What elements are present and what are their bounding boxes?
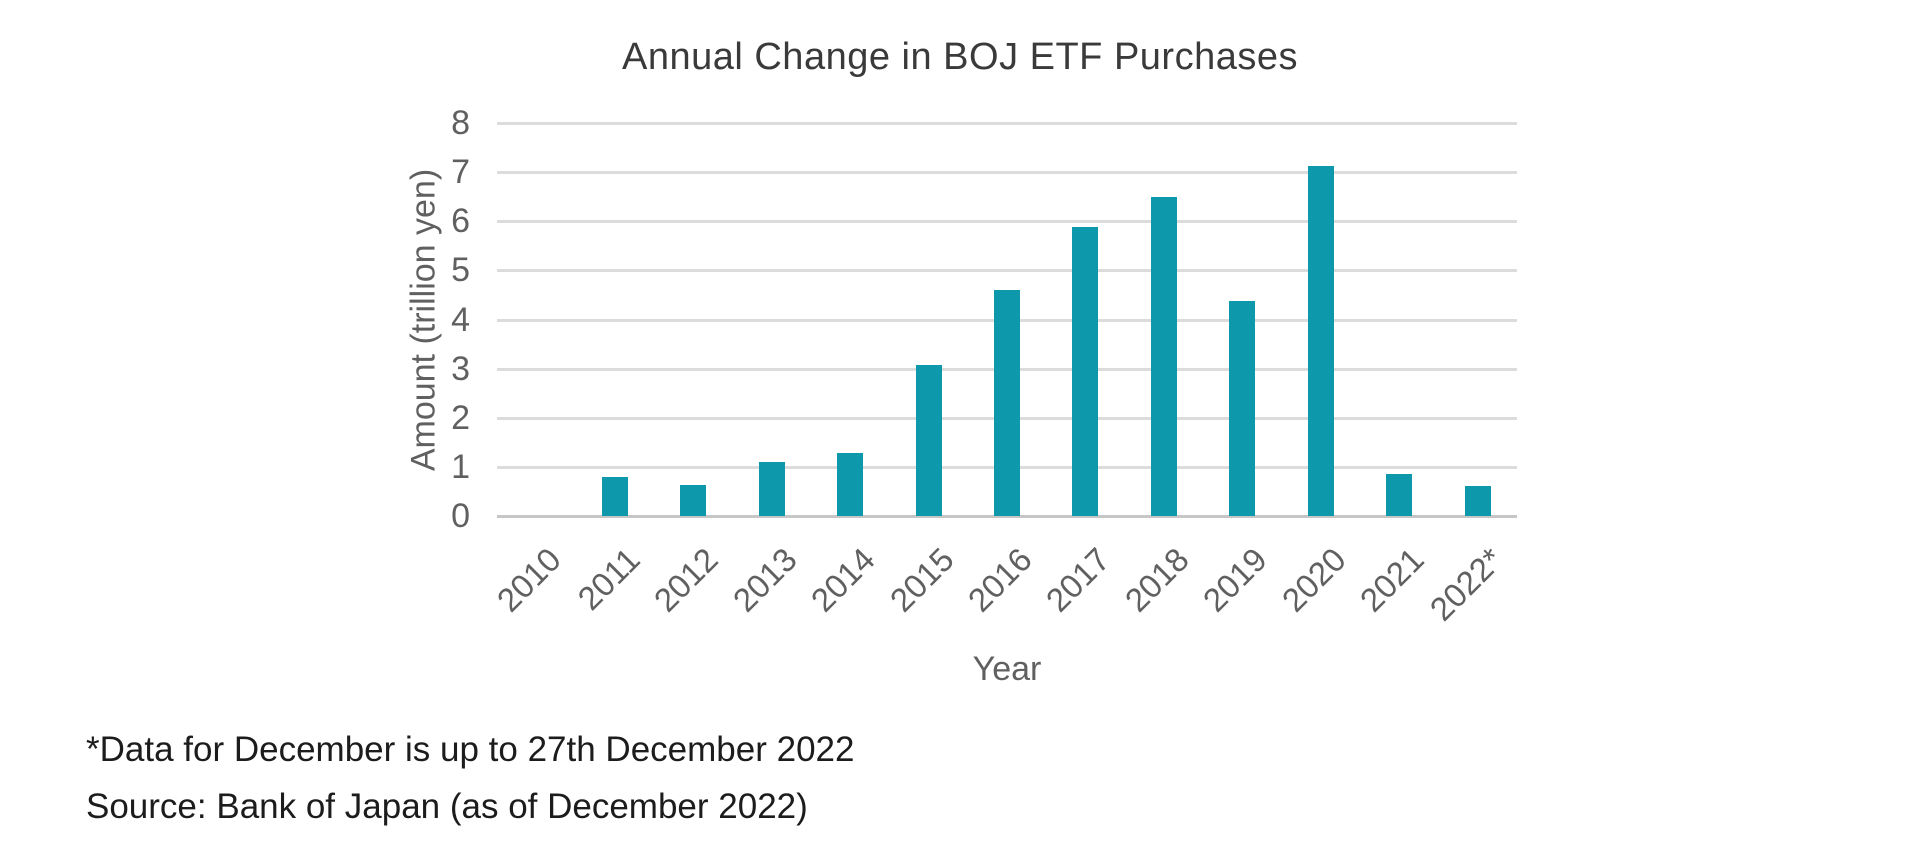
bar-2014 (837, 453, 863, 516)
footnote-data-note: *Data for December is up to 27th Decembe… (86, 730, 855, 769)
bar-2021 (1386, 474, 1412, 516)
x-tick-label-2012: 2012 (646, 540, 725, 619)
x-tick-label-2018: 2018 (1117, 540, 1196, 619)
x-tick-label-2019: 2019 (1195, 540, 1274, 619)
bar-2011 (602, 477, 628, 516)
y-tick-label-3: 3 (451, 350, 470, 388)
gridline-y7 (497, 171, 1517, 174)
x-tick-label-2016: 2016 (960, 540, 1039, 619)
y-tick-label-7: 7 (451, 153, 470, 191)
y-tick-label-5: 5 (451, 251, 470, 289)
gridline-y5 (497, 269, 1517, 272)
x-tick-label-2014: 2014 (803, 540, 882, 619)
bar-2019 (1229, 301, 1255, 516)
bar-2018 (1151, 197, 1177, 516)
x-tick-label-2017: 2017 (1038, 540, 1117, 619)
bar-2020 (1308, 166, 1334, 516)
bar-2017 (1072, 227, 1098, 516)
y-tick-label-0: 0 (451, 497, 470, 535)
x-tick-label-2011: 2011 (570, 540, 647, 617)
x-axis-label: Year (972, 650, 1042, 688)
bar-2015 (916, 365, 942, 516)
bar-2016 (994, 290, 1020, 516)
chart-title: Annual Change in BOJ ETF Purchases (621, 36, 1298, 78)
x-tick-label-2010: 2010 (489, 540, 568, 619)
x-axis-line (497, 515, 1517, 518)
y-tick-label-4: 4 (451, 301, 470, 339)
bar-2013 (759, 462, 785, 516)
bar-2012 (680, 485, 706, 516)
x-tick-label-2021: 2021 (1352, 540, 1431, 619)
bar-2022 (1465, 486, 1491, 516)
x-tick-label-2020: 2020 (1274, 540, 1353, 619)
footnote-source: Source: Bank of Japan (as of December 20… (86, 787, 808, 826)
y-tick-label-6: 6 (451, 202, 470, 240)
x-tick-label-2013: 2013 (725, 540, 804, 619)
gridline-y8 (497, 122, 1517, 125)
gridline-y6 (497, 220, 1517, 223)
y-tick-label-8: 8 (451, 104, 470, 142)
x-tick-label-2015: 2015 (882, 540, 961, 619)
x-tick-label-2022: 2022* (1422, 540, 1510, 628)
y-tick-label-2: 2 (451, 399, 470, 437)
y-tick-label-1: 1 (451, 448, 470, 486)
